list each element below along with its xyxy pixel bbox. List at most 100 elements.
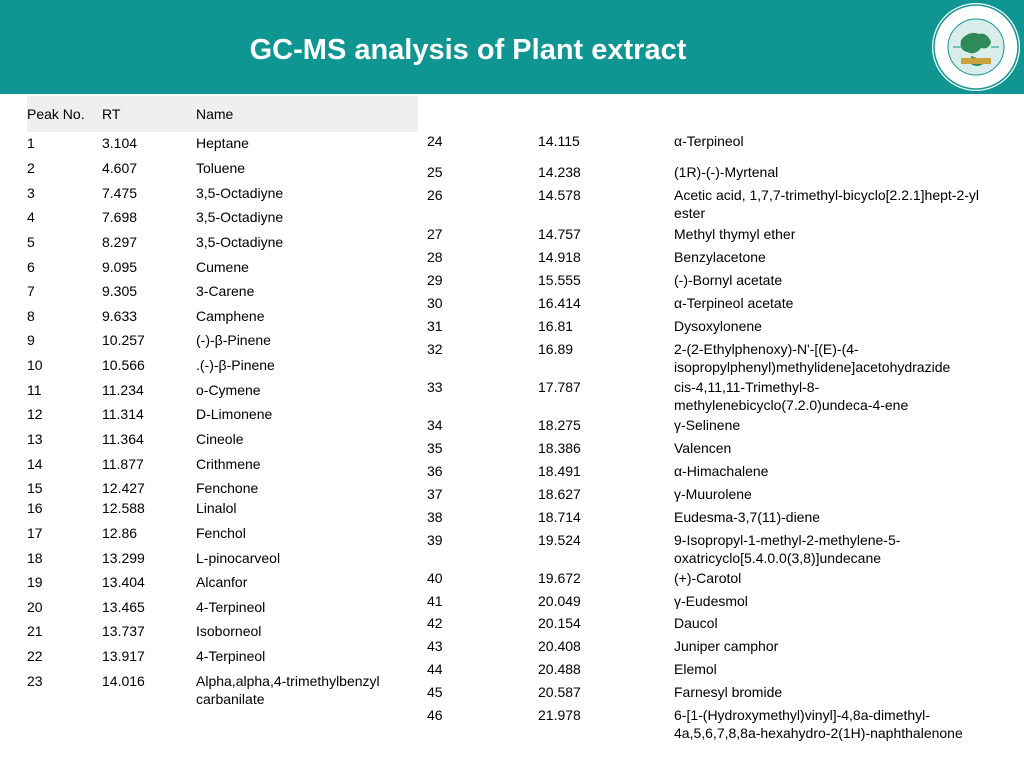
rt-cell: 18.386 <box>538 440 581 456</box>
compound-name-cell: L-pinocarveol <box>196 550 281 566</box>
peaks-table-left: Peak No. RT Name <box>27 96 418 132</box>
title-bar: GC-MS analysis of Plant extract <box>0 0 1024 94</box>
peak-number-cell: 8 <box>27 308 35 324</box>
rt-cell: 16.414 <box>538 295 581 311</box>
peak-number-cell: 9 <box>27 332 35 348</box>
rt-cell: 13.299 <box>102 550 145 566</box>
peak-number-cell: 4 <box>27 209 35 225</box>
compound-name-cell: Farnesyl bromide <box>674 684 783 700</box>
peak-number-cell: 33 <box>427 379 443 395</box>
compound-name-cell: Cineole <box>196 431 244 447</box>
rt-cell: 14.757 <box>538 226 581 242</box>
rt-cell: 14.238 <box>538 164 581 180</box>
rt-cell: 18.491 <box>538 463 581 479</box>
rt-cell: 20.049 <box>538 593 581 609</box>
compound-name-cell: γ-Muurolene <box>674 486 752 502</box>
rt-cell: 12.427 <box>102 480 145 496</box>
rt-cell: 9.305 <box>102 283 138 299</box>
peak-number-cell: 30 <box>427 295 443 311</box>
compound-name-cell: 4-Terpineol <box>196 648 266 664</box>
rt-cell: 11.234 <box>102 382 144 398</box>
peak-number-cell: 3 <box>27 185 35 201</box>
compound-name-cell: Juniper camphor <box>674 638 779 654</box>
peak-number-cell: 41 <box>427 593 443 609</box>
peak-number-cell: 2 <box>27 160 35 176</box>
compound-name-cell: Dysoxylonene <box>674 318 762 334</box>
rt-cell: 14.115 <box>538 133 580 149</box>
rt-cell: 9.095 <box>102 259 138 275</box>
compound-name-cell: Cumene <box>196 259 249 275</box>
rt-cell: 15.555 <box>538 272 581 288</box>
peak-number-cell: 29 <box>427 272 443 288</box>
compound-name-cell: Toluene <box>196 160 246 176</box>
rt-cell: 17.787 <box>538 379 581 395</box>
rt-cell: 12.588 <box>102 500 145 516</box>
institute-logo <box>932 3 1020 91</box>
compound-name-cell: α-Terpineol <box>674 133 744 149</box>
compound-name-cell: Alpha,alpha,4-trimethylbenzyl carbanilat… <box>196 673 380 707</box>
compound-name-cell: 3,5-Octadiyne <box>196 209 284 225</box>
rt-cell: 14.016 <box>102 673 145 689</box>
rt-cell: 16.89 <box>538 341 574 357</box>
compound-name-cell: γ-Selinene <box>674 417 741 433</box>
peak-number-cell: 7 <box>27 283 35 299</box>
rt-cell: 20.587 <box>538 684 581 700</box>
rt-cell: 20.408 <box>538 638 581 654</box>
compound-name-cell: Eudesma-3,7(11)-diene <box>674 509 821 525</box>
rt-cell: 19.672 <box>538 570 581 586</box>
peak-number-cell: 22 <box>27 648 43 664</box>
peak-number-cell: 31 <box>427 318 443 334</box>
peak-number-cell: 23 <box>27 673 43 689</box>
compound-name-cell: Fenchone <box>196 480 259 496</box>
compound-name-cell: (-)-Bornyl acetate <box>674 272 783 288</box>
peak-number-cell: 40 <box>427 570 443 586</box>
peak-number-cell: 17 <box>27 525 43 541</box>
peak-number-cell: 1 <box>27 135 35 151</box>
peak-number-cell: 38 <box>427 509 443 525</box>
compound-name-cell: (-)-β-Pinene <box>196 332 271 348</box>
compound-name-cell: 9-Isopropyl-1-methyl-2-methylene-5-oxatr… <box>674 532 901 566</box>
peak-number-cell: 18 <box>27 550 43 566</box>
rt-cell: 11.314 <box>102 406 144 422</box>
peak-number-cell: 27 <box>427 226 443 242</box>
peak-number-cell: 44 <box>427 661 443 677</box>
compound-name-cell: 2-(2-Ethylphenoxy)-N'-[(E)-(4-isopropylp… <box>674 341 951 375</box>
peak-number-cell: 35 <box>427 440 443 456</box>
peak-number-cell: 32 <box>427 341 443 357</box>
rt-cell: 16.81 <box>538 318 574 334</box>
peak-number-cell: 11 <box>27 382 42 398</box>
peak-number-cell: 36 <box>427 463 443 479</box>
peak-number-cell: 19 <box>27 574 43 590</box>
rt-cell: 11.364 <box>102 431 144 447</box>
peak-number-cell: 10 <box>27 357 43 373</box>
compound-name-cell: Methyl thymyl ether <box>674 226 796 242</box>
peak-number-cell: 12 <box>27 406 43 422</box>
compound-name-cell: o-Cymene <box>196 382 261 398</box>
compound-name-cell: 6-[1-(Hydroxymethyl)vinyl]-4,8a-dimethyl… <box>674 707 963 741</box>
peak-no-header: Peak No. <box>27 106 85 122</box>
compound-name-cell: Fenchol <box>196 525 246 541</box>
compound-name-cell: 3,5-Octadiyne <box>196 185 284 201</box>
compound-name-cell: 4-Terpineol <box>196 599 266 615</box>
peak-number-cell: 13 <box>27 431 43 447</box>
rt-cell: 19.524 <box>538 532 581 548</box>
compound-name-cell: (1R)-(-)-Myrtenal <box>674 164 779 180</box>
peak-number-cell: 45 <box>427 684 443 700</box>
compound-name-cell: α-Terpineol acetate <box>674 295 794 311</box>
compound-name-cell: 3-Carene <box>196 283 255 299</box>
compound-name-cell: Crithmene <box>196 456 261 472</box>
compound-name-cell: .(-)-β-Pinene <box>196 357 275 373</box>
compound-name-cell: (+)-Carotol <box>674 570 742 586</box>
peak-number-cell: 24 <box>427 133 443 149</box>
rt-cell: 10.257 <box>102 332 145 348</box>
compound-name-cell: 3,5-Octadiyne <box>196 234 284 250</box>
compound-name-cell: Benzylacetone <box>674 249 766 265</box>
compound-name-cell: Linalol <box>196 500 237 516</box>
rt-cell: 13.465 <box>102 599 145 615</box>
rt-cell: 18.714 <box>538 509 581 525</box>
compound-name-cell: γ-Eudesmol <box>674 593 748 609</box>
rt-cell: 3.104 <box>102 135 138 151</box>
page-title: GC-MS analysis of Plant extract <box>249 34 687 66</box>
peak-number-cell: 5 <box>27 234 35 250</box>
rt-cell: 13.737 <box>102 623 145 639</box>
